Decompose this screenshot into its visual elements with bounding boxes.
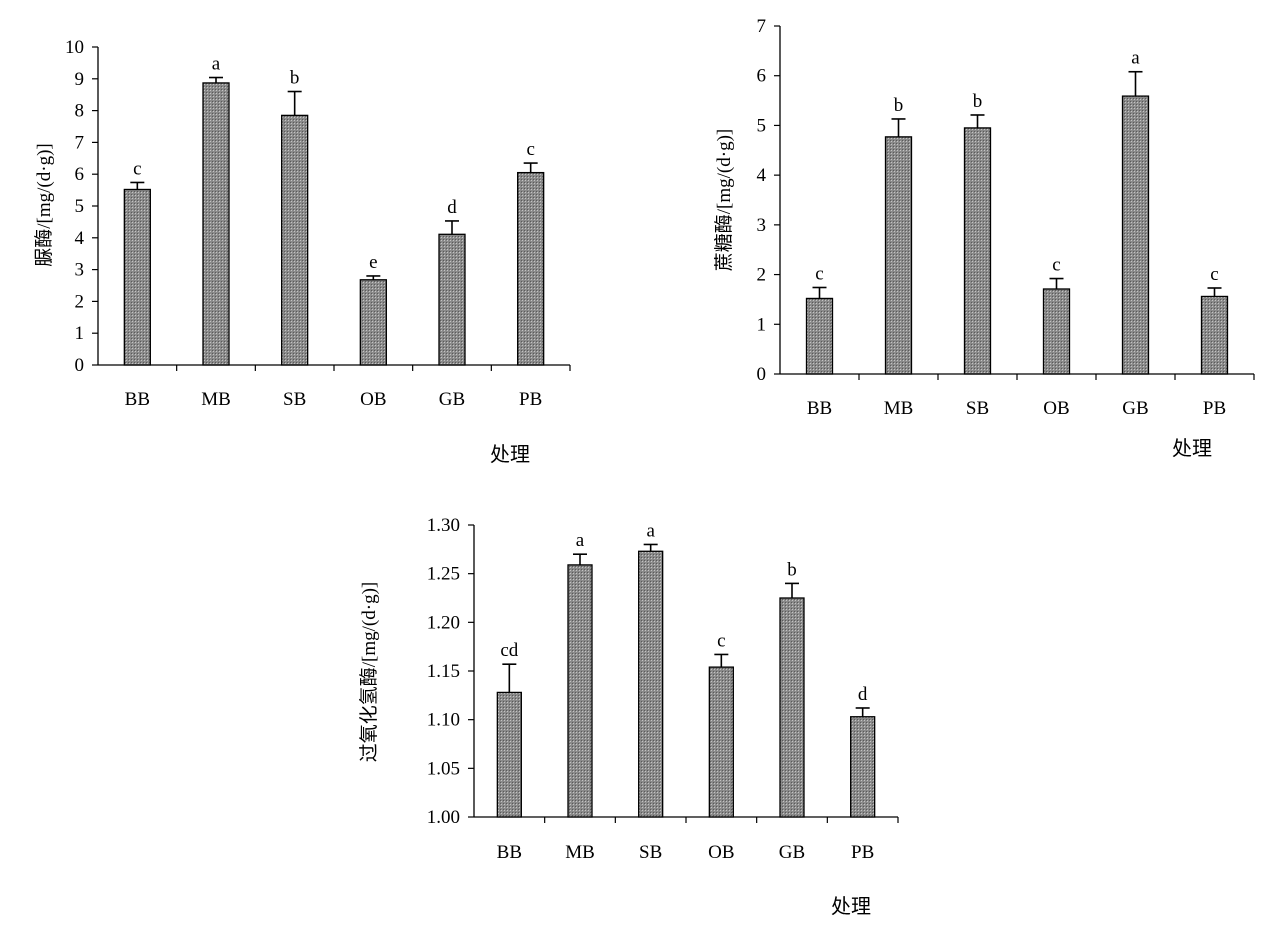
significance-letter: a [576, 530, 585, 551]
category-label: GB [1122, 398, 1148, 419]
y-tick-label: 0 [757, 364, 767, 385]
y-tick-label: 6 [757, 66, 767, 87]
bar-BB [805, 297, 834, 375]
category-label: PB [519, 389, 542, 410]
bar-SB [638, 550, 664, 818]
significance-letter: a [646, 520, 655, 541]
x-axis-label: 处理 [831, 895, 871, 918]
significance-letter: b [973, 91, 983, 112]
category-label: PB [851, 842, 874, 863]
chart-2: 0 1 2 3 4 5 6 7 c BB b MB b SB c OB a GB c PB 处理 蔗糖酶/[mg/(d·g… [713, 16, 1255, 460]
significance-letter: a [1131, 48, 1140, 69]
x-axis-label: 处理 [490, 443, 530, 466]
chart-1: 0 1 2 3 4 5 6 7 8 9 10 c BB a MB b SB e OB d GB c PB 处理 脲酶/[mg/(… [33, 37, 571, 466]
category-label: MB [201, 389, 231, 410]
y-tick-label: 1.10 [427, 710, 460, 731]
bar-GB [779, 597, 805, 818]
significance-letter: d [447, 197, 457, 218]
category-label: OB [1043, 398, 1069, 419]
significance-letter: c [133, 158, 141, 179]
y-tick-label: 1.30 [427, 515, 460, 536]
significance-letter: c [526, 139, 534, 160]
bar-SB [281, 114, 309, 366]
y-tick-label: 4 [757, 165, 767, 186]
y-tick-label: 3 [75, 260, 85, 281]
bar-PB [1200, 295, 1229, 375]
y-tick-label: 10 [65, 37, 84, 58]
bar-PB [517, 171, 545, 366]
significance-letter: c [1052, 255, 1060, 276]
significance-letter: cd [500, 640, 518, 661]
y-tick-label: 1.05 [427, 758, 460, 779]
y-tick-label: 1.20 [427, 612, 460, 633]
y-tick-label: 9 [75, 69, 85, 90]
category-label: SB [283, 389, 306, 410]
y-axis-label: 过氧化氢酶/[mg/(d·g)] [358, 582, 380, 762]
category-label: BB [497, 842, 522, 863]
y-tick-label: 6 [75, 164, 85, 185]
significance-letter: c [1210, 264, 1218, 285]
significance-letter: b [894, 95, 904, 116]
y-tick-label: 1 [75, 323, 85, 344]
y-tick-label: 1.00 [427, 807, 460, 828]
bar-MB [202, 82, 230, 366]
bar-SB [963, 127, 992, 375]
significance-letter: c [815, 263, 823, 284]
x-axis-label: 处理 [1172, 437, 1212, 460]
significance-letter: a [212, 54, 221, 75]
chart-3: 1.00 1.05 1.10 1.15 1.20 1.25 1.30 cd BB a MB a SB c O… [358, 515, 899, 918]
bar-MB [884, 136, 913, 375]
bar-MB [567, 564, 593, 818]
bar-GB [438, 233, 466, 366]
y-tick-label: 1.25 [427, 564, 460, 585]
category-label: SB [966, 398, 989, 419]
y-tick-label: 4 [75, 228, 85, 249]
category-label: BB [125, 389, 150, 410]
bar-PB [850, 716, 876, 818]
category-label: GB [439, 389, 465, 410]
y-tick-label: 0 [75, 355, 85, 376]
y-tick-label: 2 [75, 291, 85, 312]
bar-OB [359, 279, 387, 366]
y-tick-label: 8 [75, 101, 85, 122]
category-label: OB [360, 389, 386, 410]
significance-letter: e [369, 252, 377, 273]
y-axis-label: 蔗糖酶/[mg/(d·g)] [713, 129, 735, 271]
bar-GB [1121, 95, 1150, 375]
bar-BB [123, 188, 151, 366]
significance-letter: b [787, 559, 797, 580]
y-tick-label: 3 [757, 215, 767, 236]
y-tick-label: 1 [757, 314, 767, 335]
category-label: PB [1203, 398, 1226, 419]
y-axis-label: 脲酶/[mg/(d·g)] [33, 143, 55, 266]
bar-BB [496, 691, 522, 818]
category-label: MB [565, 842, 595, 863]
significance-letter: c [717, 630, 725, 651]
category-label: MB [884, 398, 914, 419]
y-tick-label: 5 [75, 196, 85, 217]
bar-OB [1042, 288, 1071, 375]
y-tick-label: 5 [757, 115, 767, 136]
category-label: SB [639, 842, 662, 863]
bar-OB [708, 666, 734, 818]
category-label: BB [807, 398, 832, 419]
y-tick-label: 7 [757, 16, 767, 37]
y-tick-label: 7 [75, 132, 85, 153]
y-tick-label: 1.15 [427, 661, 460, 682]
category-label: GB [779, 842, 805, 863]
y-tick-label: 2 [757, 265, 767, 286]
category-label: OB [708, 842, 734, 863]
significance-letter: b [290, 68, 300, 89]
significance-letter: d [858, 684, 868, 705]
